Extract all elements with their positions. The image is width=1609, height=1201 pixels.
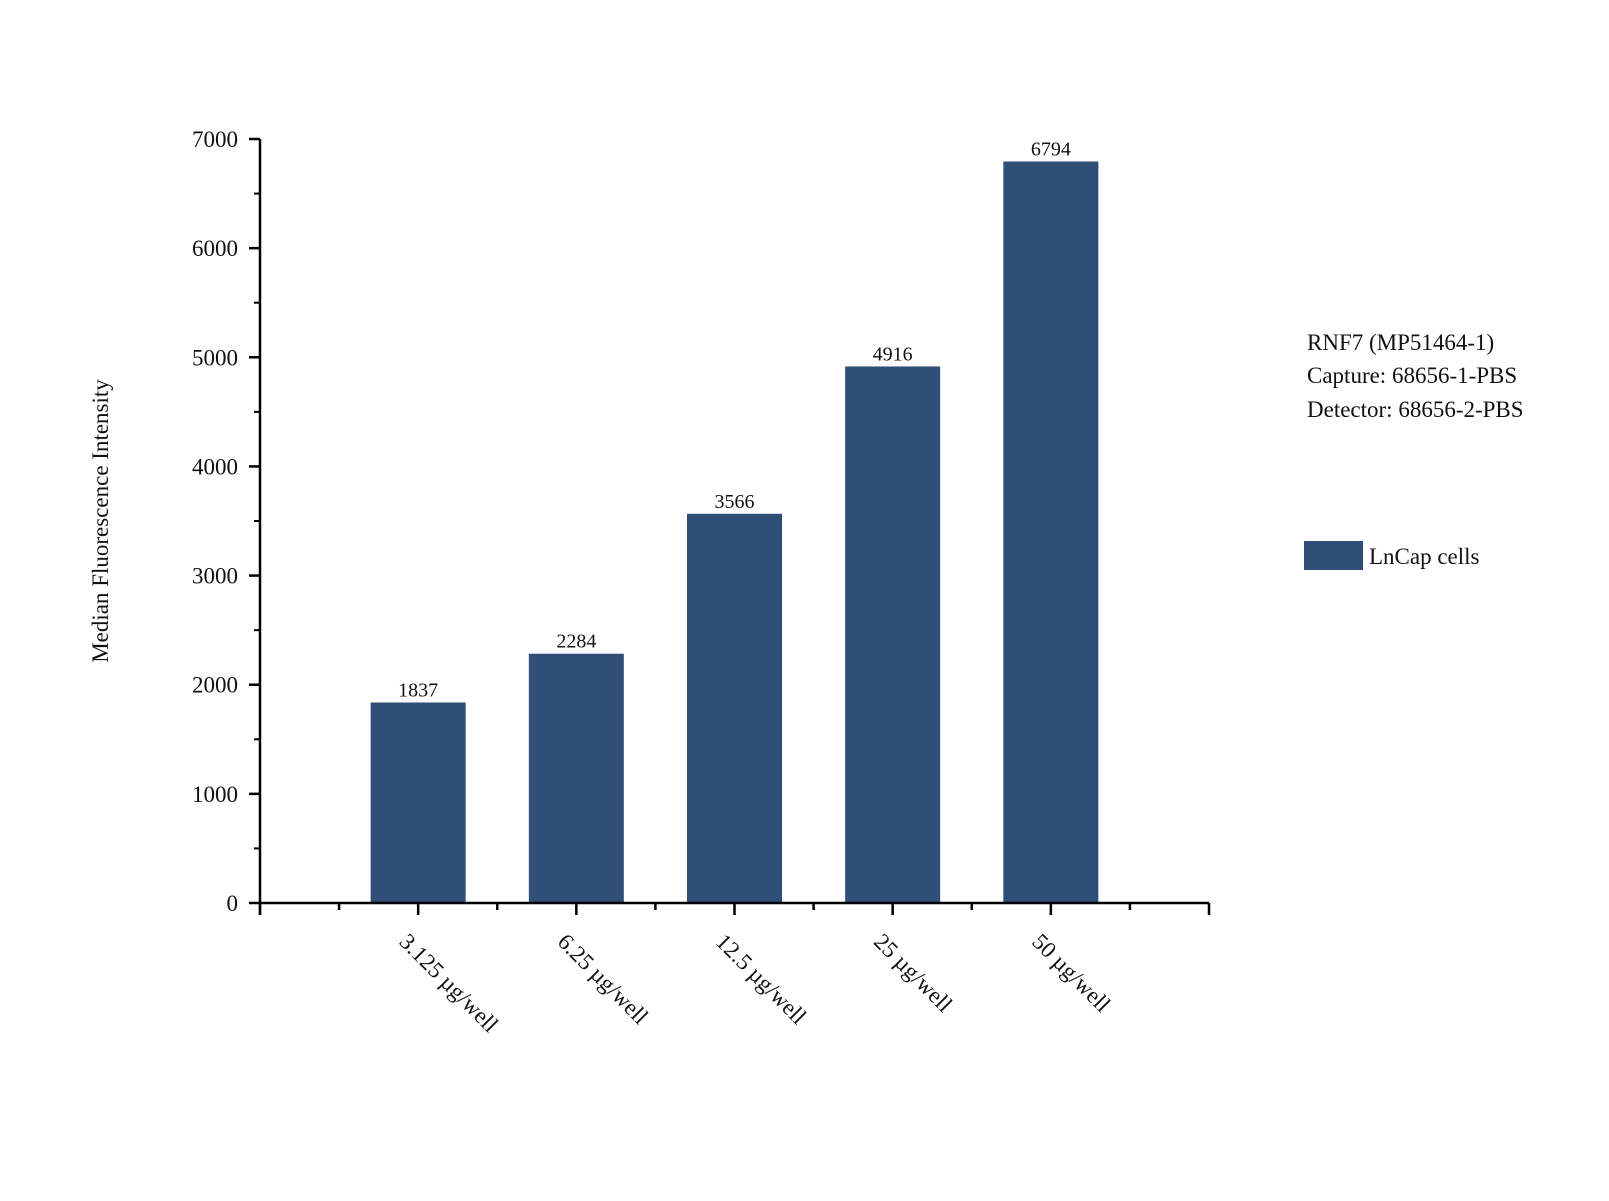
y-tick-label: 7000	[192, 127, 238, 152]
y-tick-label: 3000	[192, 564, 238, 589]
y-tick-label: 4000	[192, 454, 238, 479]
bar	[370, 702, 466, 903]
bar	[1003, 161, 1099, 904]
y-tick-label: 0	[227, 891, 239, 916]
annotation-line-1: RNF7 (MP51464-1)	[1307, 330, 1495, 355]
y-axis-title: Median Fluorescence Intensity	[88, 379, 113, 663]
y-tick-label: 5000	[192, 345, 238, 370]
data-label: 2284	[556, 631, 596, 653]
annotation-line-3: Detector: 68656-2-PBS	[1307, 397, 1524, 422]
y-tick-label: 1000	[192, 782, 238, 807]
legend-label: LnCap cells	[1369, 544, 1480, 569]
data-label: 6794	[1031, 138, 1071, 160]
bar	[528, 653, 624, 903]
bar	[845, 366, 941, 903]
x-tick-label: 12.5 µg/well	[711, 929, 811, 1029]
x-tick-label: 50 µg/well	[1027, 929, 1115, 1017]
data-label: 3566	[715, 491, 755, 513]
x-tick-label: 6.25 µg/well	[553, 929, 653, 1029]
data-label: 1837	[398, 680, 438, 702]
y-tick-label: 2000	[192, 673, 238, 698]
y-tick-label: 6000	[192, 236, 238, 261]
x-tick-label: 3.125 µg/well	[395, 929, 503, 1037]
bar	[687, 513, 782, 903]
legend-swatch	[1304, 541, 1363, 570]
annotation-line-2: Capture: 68656-1-PBS	[1307, 363, 1518, 388]
x-tick-label: 25 µg/well	[869, 929, 957, 1017]
data-label: 4916	[873, 343, 913, 365]
